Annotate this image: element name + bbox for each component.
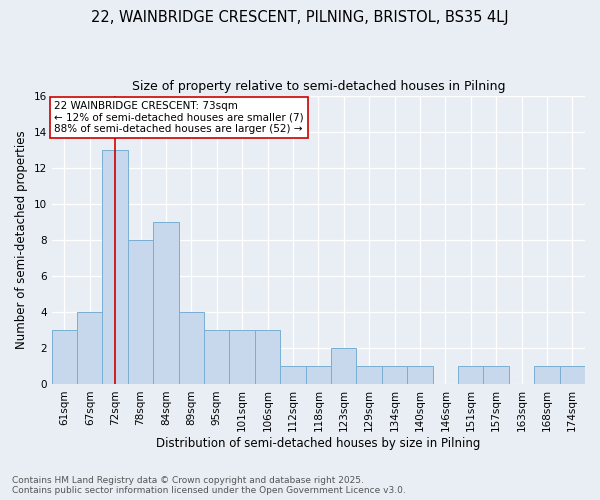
Bar bbox=[484, 366, 509, 384]
Bar bbox=[356, 366, 382, 384]
Bar bbox=[255, 330, 280, 384]
Bar bbox=[229, 330, 255, 384]
Bar bbox=[103, 150, 128, 384]
Bar bbox=[128, 240, 153, 384]
Bar bbox=[458, 366, 484, 384]
Text: 22, WAINBRIDGE CRESCENT, PILNING, BRISTOL, BS35 4LJ: 22, WAINBRIDGE CRESCENT, PILNING, BRISTO… bbox=[91, 10, 509, 25]
Bar bbox=[280, 366, 305, 384]
Bar bbox=[382, 366, 407, 384]
Text: Contains HM Land Registry data © Crown copyright and database right 2025.
Contai: Contains HM Land Registry data © Crown c… bbox=[12, 476, 406, 495]
Bar bbox=[305, 366, 331, 384]
Bar bbox=[179, 312, 204, 384]
Bar bbox=[204, 330, 229, 384]
Bar bbox=[153, 222, 179, 384]
Y-axis label: Number of semi-detached properties: Number of semi-detached properties bbox=[15, 130, 28, 350]
Title: Size of property relative to semi-detached houses in Pilning: Size of property relative to semi-detach… bbox=[131, 80, 505, 93]
Text: 22 WAINBRIDGE CRESCENT: 73sqm
← 12% of semi-detached houses are smaller (7)
88% : 22 WAINBRIDGE CRESCENT: 73sqm ← 12% of s… bbox=[54, 101, 304, 134]
Bar bbox=[52, 330, 77, 384]
Bar bbox=[560, 366, 585, 384]
Bar bbox=[534, 366, 560, 384]
Bar bbox=[331, 348, 356, 384]
X-axis label: Distribution of semi-detached houses by size in Pilning: Distribution of semi-detached houses by … bbox=[156, 437, 481, 450]
Bar bbox=[77, 312, 103, 384]
Bar bbox=[407, 366, 433, 384]
